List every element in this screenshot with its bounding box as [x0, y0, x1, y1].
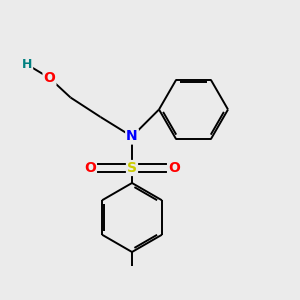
Text: N: N: [126, 130, 138, 143]
Text: O: O: [84, 161, 96, 175]
Text: O: O: [44, 71, 56, 85]
Text: O: O: [168, 161, 180, 175]
Text: S: S: [127, 161, 137, 175]
Text: H: H: [22, 58, 32, 71]
